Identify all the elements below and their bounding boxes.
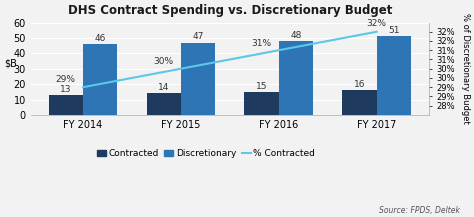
Text: 51: 51 <box>388 26 400 35</box>
Text: 47: 47 <box>192 32 204 41</box>
Bar <box>377 36 411 115</box>
Text: 13: 13 <box>60 85 72 94</box>
Title: DHS Contract Spending vs. Discretionary Budget: DHS Contract Spending vs. Discretionary … <box>68 4 392 17</box>
Bar <box>342 90 377 115</box>
Text: Source: FPDS, Deltek: Source: FPDS, Deltek <box>379 206 460 215</box>
Text: 32%: 32% <box>367 19 387 28</box>
Legend: Contracted, Discretionary, % Contracted: Contracted, Discretionary, % Contracted <box>93 145 319 161</box>
Text: 30%: 30% <box>153 58 173 66</box>
Text: 29%: 29% <box>55 75 75 84</box>
Bar <box>146 93 181 115</box>
Text: 46: 46 <box>94 34 106 43</box>
Bar <box>83 44 117 115</box>
Bar <box>181 43 215 115</box>
Y-axis label: $B: $B <box>4 59 17 69</box>
Text: 48: 48 <box>290 31 301 40</box>
Text: 16: 16 <box>354 80 365 89</box>
Y-axis label: % of Discretionary Budget: % of Discretionary Budget <box>461 13 470 124</box>
Bar <box>245 92 279 115</box>
Bar <box>49 95 83 115</box>
Text: 31%: 31% <box>251 39 271 48</box>
Bar <box>279 41 313 115</box>
Text: 14: 14 <box>158 83 169 92</box>
Text: 15: 15 <box>256 82 267 90</box>
